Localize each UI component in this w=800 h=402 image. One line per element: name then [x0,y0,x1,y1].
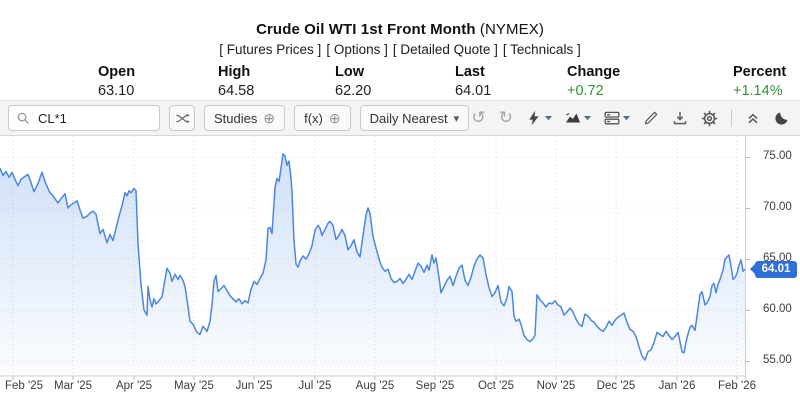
dark-mode-button[interactable] [774,110,790,126]
area-chart-icon [566,113,580,123]
quote-value: +0.72 [567,83,604,99]
undo-button[interactable]: ↺ [471,107,486,128]
price-tick [746,310,750,311]
fx-button[interactable]: f(x) ⊕ [294,105,351,131]
quote-value: 64.58 [218,83,255,99]
search-icon [17,112,29,124]
studies-label: Studies [214,110,258,126]
time-tick-label: Feb '26 [718,380,756,392]
quote-label: Low [335,64,364,80]
quote-label: Percent [733,64,787,80]
gear-icon [701,110,718,126]
moon-icon [775,112,788,125]
chart-toolbar: Studies ⊕ f(x) ⊕ Daily Nearest ▾ ↺ ↻ [0,100,800,136]
studies-button[interactable]: Studies ⊕ [204,105,286,131]
quote-label: High [218,64,251,80]
price-axis[interactable]: 64.01 75.00 70.00 65.00 60.00 55.00 [745,136,800,380]
draw-button[interactable] [643,110,659,126]
download-button[interactable] [672,110,688,126]
lightning-icon [529,110,539,126]
price-line [0,153,746,361]
plus-circle-icon: ⊕ [263,110,276,126]
price-tick-label: 55.00 [763,354,792,366]
alerts-flash-button[interactable] [526,110,552,126]
time-axis[interactable]: Feb '25 Mar '25 Apr '25 May '25 Jun '25 Jul '… [0,380,760,396]
quote-percent: Percent +1.14% [733,64,786,99]
period-label: Daily Nearest [369,110,448,126]
time-tick-label: Dec '25 [596,380,636,392]
redo-icon: ↻ [498,107,513,128]
price-chart[interactable] [0,136,746,380]
link-options[interactable]: [ Options ] [326,42,388,57]
quote-value: 62.20 [335,83,372,99]
quote-label: Last [455,64,485,80]
price-tick [746,157,750,158]
compare-shuffle-button[interactable] [169,105,195,131]
price-tick [746,208,750,209]
quote-label: Open [98,64,136,80]
chevron-down-icon: ▾ [453,112,460,125]
link-technicals[interactable]: [ Technicals ] [502,42,581,57]
quote-low: Low 62.20 [335,64,371,99]
time-tick-label: Jan '26 [658,380,696,392]
last-price-badge: 64.01 [755,260,797,278]
price-chart-svg [0,136,746,380]
quote-strip: Open 63.10 High 64.58 Low 62.20 Last 64.… [0,64,800,99]
time-tick-label: Jun '25 [235,380,273,392]
layout-button[interactable] [604,110,630,126]
price-tick-label: 60.00 [763,303,792,315]
time-tick-label: Jul '25 [298,380,332,392]
quote-value: 63.10 [98,83,135,99]
time-tick-label: Feb '25 [5,380,43,392]
quote-change: Change +0.72 [567,64,620,99]
time-tick-label: May '25 [174,380,214,392]
period-select-button[interactable]: Daily Nearest ▾ [359,105,470,131]
time-tick-label: Aug '25 [355,380,395,392]
download-icon [673,111,687,125]
link-futures-prices[interactable]: [ Futures Prices ] [219,42,322,57]
plus-circle-icon: ⊕ [328,110,341,126]
double-chevron-up-icon [748,113,758,124]
time-tick-label: Mar '25 [54,380,92,392]
quick-links: [ Futures Prices ] [ Options ] [ Detaile… [0,42,800,57]
instrument-title: Crude Oil WTI 1st Front Month [256,21,476,38]
symbol-search-box[interactable] [8,105,160,131]
time-tick-label: Oct '25 [477,380,515,392]
page-title: Crude Oil WTI 1st Front Month (NYMEX) [0,21,800,38]
chart-type-button[interactable] [565,110,591,126]
settings-button[interactable] [701,110,718,127]
chevron-down-icon [623,115,630,120]
price-tick [746,259,750,260]
toolbar-divider [731,109,732,127]
time-tick-label: Apr '25 [115,380,153,392]
collapse-toolbar-button[interactable] [745,110,761,126]
fx-label: f(x) [304,110,323,126]
price-tick [746,361,750,362]
shuffle-icon [175,113,190,123]
quote-high: High 64.58 [218,64,254,99]
quote-label: Change [567,64,621,80]
exchange-name: (NYMEX) [479,21,544,38]
quote-last: Last 64.01 [455,64,491,99]
time-tick-label: Sep '25 [415,380,455,392]
quote-value: +1.14% [733,83,783,99]
time-tick-label: Nov '25 [536,380,576,392]
price-tick-label: 70.00 [763,201,792,213]
chevron-down-icon [584,115,591,120]
undo-icon: ↺ [471,107,486,128]
quote-open: Open 63.10 [98,64,135,99]
link-detailed-quote[interactable]: [ Detailed Quote ] [392,42,498,57]
area-fill [0,153,745,376]
price-tick-label: 75.00 [763,150,792,162]
redo-button[interactable]: ↻ [498,107,513,128]
pencil-icon [644,111,658,125]
chevron-down-icon [545,115,552,120]
quote-value: 64.01 [455,83,492,99]
symbol-search-input[interactable] [36,109,152,127]
layout-icon [604,111,620,125]
